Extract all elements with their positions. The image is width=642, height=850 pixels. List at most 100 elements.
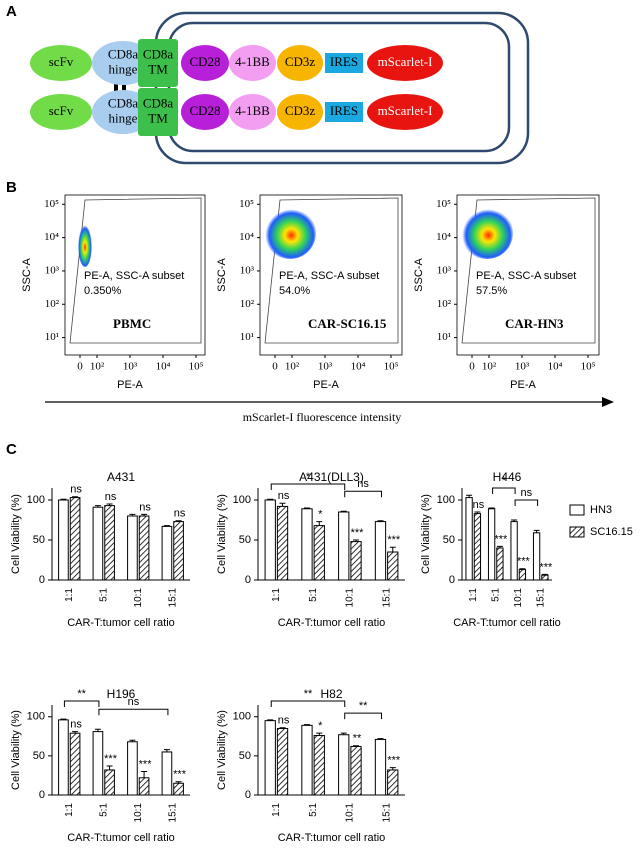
x-axis-label: CAR-T:tumor cell ratio (67, 832, 175, 844)
significance: ns (473, 499, 485, 511)
bar (138, 515, 150, 581)
domain (229, 45, 276, 81)
bar (313, 525, 325, 581)
y-tick-label: 0 (449, 574, 455, 586)
x-tick-label: 5:1 (308, 588, 319, 602)
x-tick-label: 0 (77, 361, 83, 373)
density-cloud (461, 207, 513, 259)
bar (518, 569, 527, 581)
significance: ** (353, 733, 362, 745)
plot-frame (259, 194, 403, 356)
y-tick-label: 10³ (45, 264, 60, 276)
y-tick-label: 10¹ (437, 331, 451, 343)
bar (338, 734, 350, 796)
domain (138, 88, 178, 136)
x-tick-label: 1:1 (271, 803, 282, 817)
bracket-label: ns (357, 478, 369, 490)
error-bar (163, 749, 170, 752)
domain (367, 45, 443, 81)
bar (173, 521, 184, 581)
x-tick-label: 10⁵ (189, 361, 204, 373)
chart-title: H82 (320, 687, 342, 701)
y-tick-label: 0 (245, 789, 251, 801)
error-bar (389, 767, 396, 770)
x-axis-label: CAR-T:tumor cell ratio (453, 617, 561, 629)
y-tick-label: 10³ (437, 264, 452, 276)
plot-frame (456, 194, 600, 356)
error-bar (519, 568, 526, 570)
error-bar (316, 521, 323, 526)
domain (138, 39, 178, 87)
domain (277, 45, 323, 81)
bar (350, 745, 362, 796)
error-bar (129, 513, 136, 516)
bar (276, 505, 289, 581)
bracket (270, 483, 346, 490)
domain-label: CD8a (143, 46, 174, 61)
domain (277, 94, 323, 130)
bracket-label: ns (128, 696, 140, 708)
bar (510, 521, 518, 581)
x-tick-label: 1:1 (64, 803, 75, 817)
domain-label: hinge (109, 110, 138, 125)
x-tick-label: 1:1 (271, 588, 282, 602)
x-tick-label: 10² (482, 361, 497, 373)
legend-swatch (569, 526, 585, 538)
error-bar (141, 513, 148, 516)
error-bar (129, 739, 136, 742)
panel-label: C (6, 441, 17, 458)
y-axis-label: Cell Viability (%) (420, 494, 432, 574)
x-axis-label: PE-A (117, 379, 143, 391)
error-bar (474, 511, 481, 514)
error-bar (389, 546, 396, 552)
error-bar (488, 507, 495, 509)
bar (541, 574, 549, 581)
bar (465, 497, 473, 581)
significance: *** (539, 561, 553, 573)
bar (338, 511, 350, 581)
error-bar (377, 738, 384, 740)
x-tick-label: 10:1 (133, 588, 144, 608)
y-tick-label: 10² (240, 298, 255, 310)
error-bar (353, 539, 360, 542)
x-tick-label: 15:1 (167, 803, 178, 823)
x-tick-label: 10⁵ (581, 361, 596, 373)
density-cloud (78, 223, 92, 267)
y-tick-label: 10¹ (45, 331, 59, 343)
error-bar (303, 724, 310, 726)
y-tick-label: 100 (233, 494, 251, 506)
gate-label: PE-A, SSC-A subset (476, 270, 576, 282)
domain-label: hinge (109, 61, 138, 76)
bar (58, 499, 69, 581)
sample-name: CAR-HN3 (505, 316, 564, 331)
bar (127, 515, 138, 581)
bar (69, 497, 81, 581)
significance: ns (70, 484, 82, 496)
domain (229, 94, 276, 130)
y-axis-label: Cell Viability (%) (10, 710, 22, 790)
significance: * (318, 509, 323, 521)
x-tick-label: 10⁴ (548, 361, 563, 373)
bracket (492, 487, 516, 494)
x-tick-label: 5:1 (308, 803, 319, 817)
bracket (63, 700, 100, 707)
error-bar (60, 498, 67, 500)
bracket-label: ** (304, 688, 313, 700)
domain-label: CD3z (285, 103, 316, 118)
x-axis-label: PE-A (510, 379, 536, 391)
y-tick-label: 0 (39, 574, 45, 586)
chart-title: H446 (493, 470, 522, 484)
y-tick-label: 10⁵ (239, 198, 254, 210)
domain-label: 4-1BB (235, 54, 270, 69)
bar (496, 547, 504, 581)
domain-label: CD8a (143, 95, 174, 110)
x-axis-label: CAR-T:tumor cell ratio (278, 617, 386, 629)
bracket-label: * (502, 475, 507, 487)
significance: * (318, 720, 323, 732)
x-tick-label: 10:1 (133, 803, 144, 823)
y-axis-label: Cell Viability (%) (10, 494, 22, 574)
bar (92, 506, 104, 581)
bar (374, 738, 387, 796)
significance: ns (278, 490, 290, 502)
